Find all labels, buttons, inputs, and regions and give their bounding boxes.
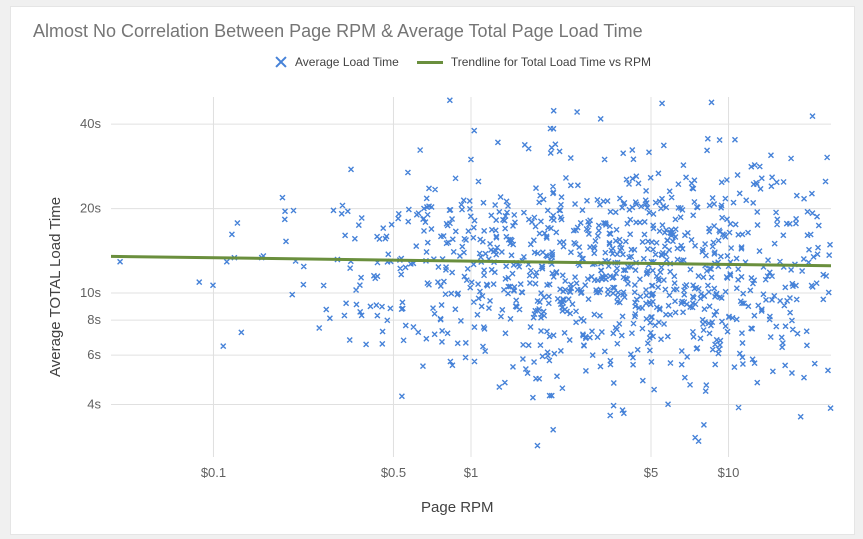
svg-text:$0.5: $0.5 — [381, 465, 406, 480]
legend-marker-icon — [275, 56, 287, 68]
legend-label: Trendline for Total Load Time vs RPM — [451, 55, 651, 69]
svg-text:20s: 20s — [80, 201, 101, 216]
plot-area: $0.1$0.5$1$5$104s6s8s10s20s40s — [111, 97, 831, 457]
svg-text:4s: 4s — [87, 397, 101, 412]
x-axis-title: Page RPM — [421, 499, 494, 516]
legend-item-scatter: Average Load Time — [275, 55, 399, 69]
legend: Average Load Time Trendline for Total Lo… — [275, 55, 651, 69]
svg-text:6s: 6s — [87, 347, 101, 362]
chart-card: Almost No Correlation Between Page RPM &… — [10, 6, 855, 535]
svg-text:$5: $5 — [644, 465, 658, 480]
svg-text:$1: $1 — [464, 465, 478, 480]
svg-text:8s: 8s — [87, 312, 101, 327]
svg-text:$0.1: $0.1 — [201, 465, 226, 480]
y-axis-title: Average TOTAL Load Time — [47, 197, 64, 377]
legend-line-icon — [417, 61, 443, 64]
page-root: Almost No Correlation Between Page RPM &… — [0, 0, 863, 539]
legend-item-trendline: Trendline for Total Load Time vs RPM — [417, 55, 651, 69]
scatter-plot-svg: $0.1$0.5$1$5$104s6s8s10s20s40s — [111, 97, 831, 457]
svg-text:10s: 10s — [80, 285, 101, 300]
legend-label: Average Load Time — [295, 55, 399, 69]
svg-text:$10: $10 — [718, 465, 740, 480]
chart-title: Almost No Correlation Between Page RPM &… — [33, 21, 643, 42]
svg-text:40s: 40s — [80, 116, 101, 131]
